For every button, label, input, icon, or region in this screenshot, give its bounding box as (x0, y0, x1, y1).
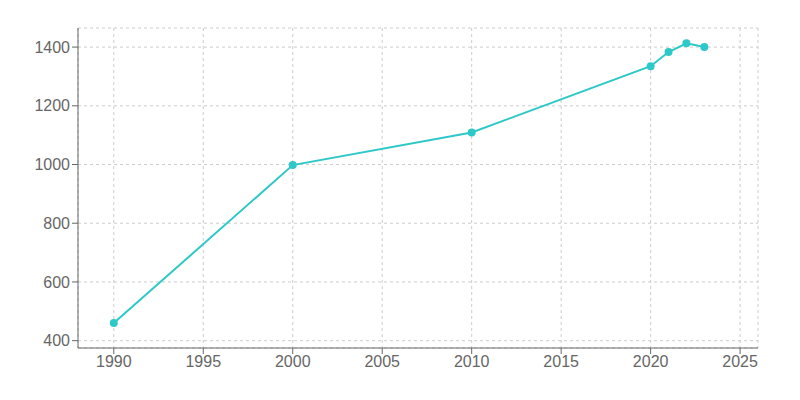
svg-text:2010: 2010 (454, 353, 490, 370)
svg-text:1995: 1995 (185, 353, 221, 370)
svg-text:2000: 2000 (275, 353, 311, 370)
svg-text:600: 600 (43, 274, 70, 291)
svg-text:1000: 1000 (34, 156, 70, 173)
svg-text:800: 800 (43, 215, 70, 232)
svg-text:1200: 1200 (34, 97, 70, 114)
svg-text:400: 400 (43, 332, 70, 349)
svg-text:2005: 2005 (364, 353, 400, 370)
svg-text:2025: 2025 (722, 353, 758, 370)
svg-text:2020: 2020 (633, 353, 669, 370)
svg-text:1990: 1990 (96, 353, 132, 370)
svg-text:1400: 1400 (34, 39, 70, 56)
svg-text:2015: 2015 (543, 353, 579, 370)
